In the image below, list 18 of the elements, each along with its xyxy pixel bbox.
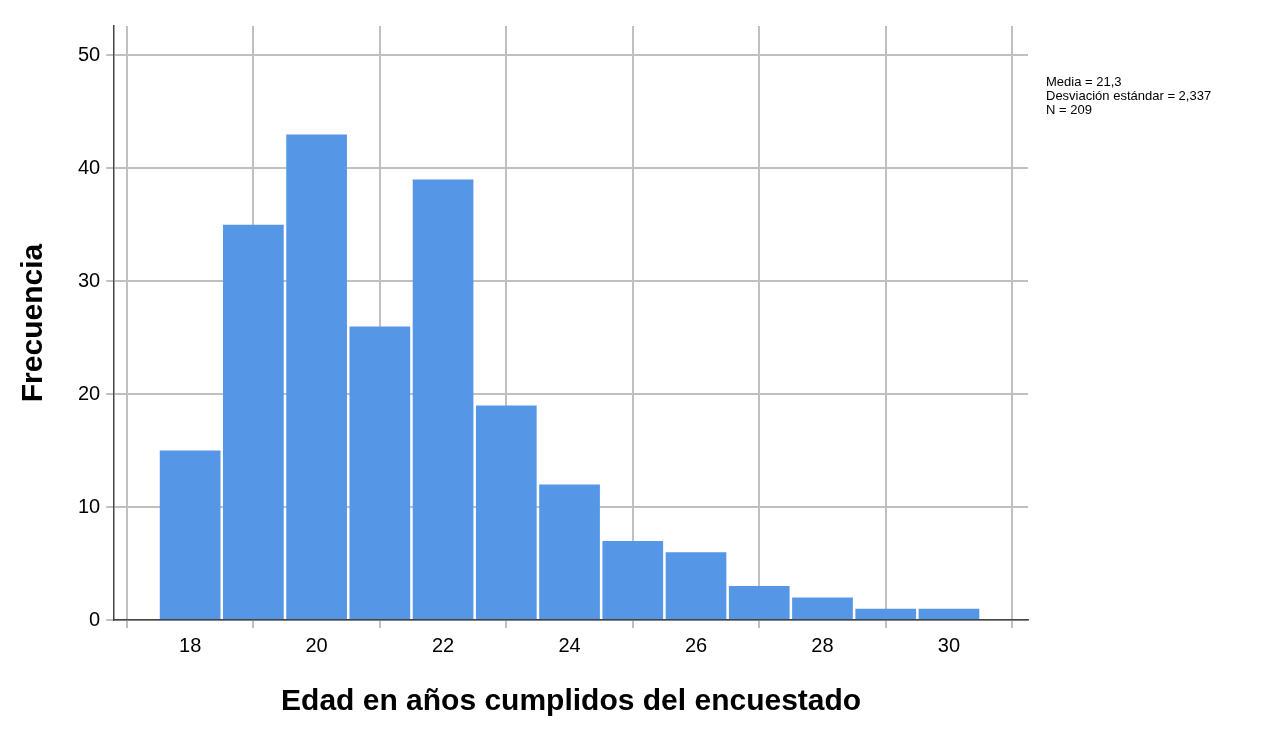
x-axis-title: Edad en años cumplidos del encuestado: [281, 683, 862, 717]
x-tick-label: 26: [684, 633, 708, 656]
y-tick-label: 50: [78, 42, 101, 65]
y-tick-label: 20: [78, 381, 101, 404]
x-tick-label: 22: [431, 633, 455, 656]
y-tick-label: 10: [78, 494, 101, 517]
x-tick-label: 20: [305, 633, 328, 656]
x-tick-label: 18: [179, 633, 202, 656]
text: Media = 21,3: [1046, 74, 1122, 90]
y-tick-label: 0: [89, 607, 101, 630]
text: Desviación estándar = 2,337: [1046, 88, 1212, 104]
y-tick-label: 30: [78, 268, 101, 291]
text: N = 209: [1046, 102, 1092, 118]
y-tick-label: 40: [78, 155, 101, 178]
x-tick-label: 30: [937, 633, 961, 656]
y-axis-title: Frecuencia: [15, 243, 49, 403]
x-tick-label: 24: [558, 633, 581, 656]
x-tick-label: 28: [811, 633, 834, 656]
